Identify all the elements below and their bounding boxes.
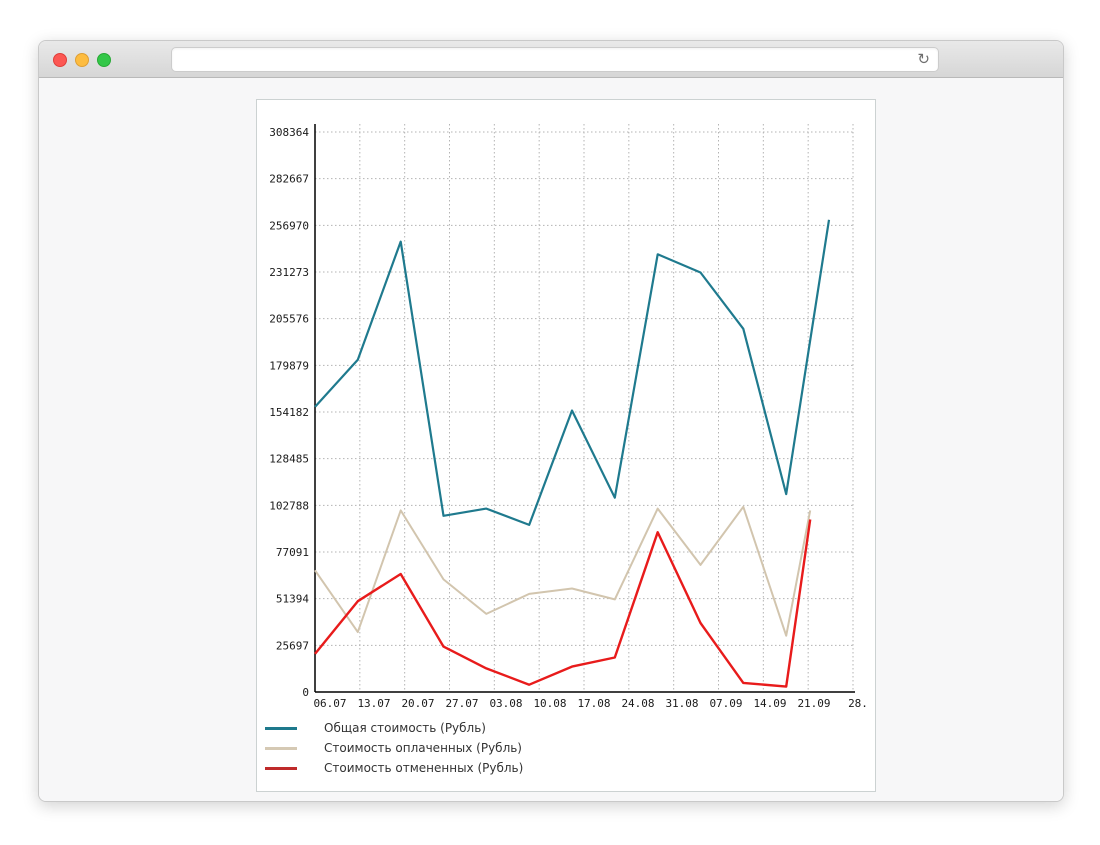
y-axis-tick-label: 256970 xyxy=(269,219,309,232)
legend-label: Стоимость отмененных (Рубль) xyxy=(324,761,524,775)
series-line-cancelled xyxy=(314,519,812,688)
y-axis-tick-label: 205576 xyxy=(269,313,309,326)
browser-toolbar: ↻ xyxy=(39,41,1063,78)
x-axis-tick-label: 07.09 xyxy=(709,697,742,710)
legend-item-paid: Стоимость оплаченных (Рубль) xyxy=(265,738,523,758)
zoom-button[interactable] xyxy=(97,53,111,67)
legend-swatch-total xyxy=(265,726,297,730)
x-axis-tick-label: 03.08 xyxy=(489,697,522,710)
y-axis-tick-label: 179879 xyxy=(269,359,309,372)
legend-swatch-cancelled xyxy=(265,766,297,770)
window-controls xyxy=(53,53,111,67)
legend-label: Общая стоимость (Рубль) xyxy=(324,721,486,735)
x-axis-tick-label: 24.08 xyxy=(621,697,654,710)
x-axis-tick-label: 31.08 xyxy=(665,697,698,710)
chart-svg: 3083642826672569702312732055761798791541… xyxy=(269,124,868,710)
x-axis-tick-label: 06.07 xyxy=(313,697,346,710)
x-axis-tick-label: 27.07 xyxy=(445,697,478,710)
x-axis-tick-label: 13.07 xyxy=(357,697,390,710)
browser-content: 308364 282667 256970 231273 205576 179879 1541… xyxy=(39,78,1063,801)
x-axis-tick-label: 20.07 xyxy=(401,697,434,710)
y-axis-tick-label: 231273 xyxy=(269,266,309,279)
x-axis-tick-label: 28. xyxy=(848,697,868,710)
y-axis-tick-label: 51394 xyxy=(276,593,309,606)
y-axis-tick-label: 25697 xyxy=(276,639,309,652)
address-input[interactable] xyxy=(172,48,914,71)
legend-item-total: Общая стоимость (Рубль) xyxy=(265,718,523,738)
y-axis-tick-label: 282667 xyxy=(269,173,309,186)
x-axis-tick-label: 21.09 xyxy=(797,697,830,710)
chart-legend: Общая стоимость (Рубль) Стоимость оплачен… xyxy=(265,718,523,778)
minimize-button[interactable] xyxy=(75,53,89,67)
y-axis-tick-label: 0 xyxy=(302,686,309,699)
y-axis-tick-label: 128485 xyxy=(269,453,309,466)
chart-panel: 308364 282667 256970 231273 205576 179879 1541… xyxy=(256,99,876,792)
address-bar: ↻ xyxy=(171,47,939,72)
x-axis-tick-label: 10.08 xyxy=(533,697,566,710)
browser-window: ↻ 308364 282667 256970 231273 205576 179879 15… xyxy=(38,40,1064,802)
legend-label: Стоимость оплаченных (Рубль) xyxy=(324,741,522,755)
legend-item-cancelled: Стоимость отмененных (Рубль) xyxy=(265,758,523,778)
x-axis-tick-label: 17.08 xyxy=(577,697,610,710)
x-axis-tick-label: 14.09 xyxy=(753,697,786,710)
legend-swatch-paid xyxy=(265,746,297,750)
close-button[interactable] xyxy=(53,53,67,67)
y-axis-tick-label: 154182 xyxy=(269,406,309,419)
y-axis-tick-label: 77091 xyxy=(276,546,309,559)
reload-icon[interactable]: ↻ xyxy=(913,52,938,67)
y-axis-tick-label: 308364 xyxy=(269,126,309,139)
series-line-paid xyxy=(314,505,812,637)
series-line-total xyxy=(314,219,831,526)
y-axis-tick-label: 102788 xyxy=(269,499,309,512)
